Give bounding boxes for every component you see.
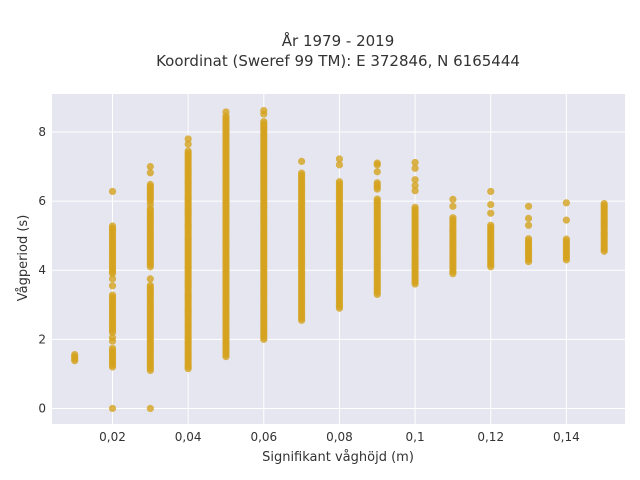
data-point (373, 159, 381, 167)
data-point (108, 222, 117, 230)
data-point (146, 169, 154, 177)
data-point (373, 179, 381, 187)
chart-title-line2: Koordinat (Sweref 99 TM): E 372846, N 61… (156, 52, 520, 70)
x-tick-label: 0,04 (175, 430, 202, 444)
x-tick-label: 0,02 (99, 430, 126, 444)
data-point (146, 275, 154, 283)
data-point (524, 202, 533, 210)
data-point (335, 161, 344, 169)
data-point (411, 158, 419, 167)
data-point (298, 169, 306, 177)
data-point (373, 168, 381, 176)
data-point (562, 199, 570, 207)
data-point (562, 216, 570, 224)
chart-title-line1: År 1979 - 2019 (282, 31, 395, 50)
y-axis-label: Vågperiod (s) (16, 215, 31, 302)
data-point (487, 200, 495, 209)
data-point (71, 350, 79, 359)
y-tick-label: 6 (38, 194, 46, 208)
data-point (411, 203, 419, 211)
data-point (411, 176, 419, 184)
data-point (562, 235, 570, 243)
data-point (108, 282, 117, 290)
data-point (600, 199, 608, 208)
data-point (184, 147, 192, 155)
x-tick-label: 0,1 (406, 430, 425, 444)
data-point (184, 140, 192, 148)
data-point (146, 162, 154, 171)
data-point (487, 187, 495, 196)
data-point (335, 178, 344, 186)
data-point (146, 180, 154, 189)
data-point (524, 221, 533, 229)
data-point (411, 187, 419, 195)
data-point (335, 155, 344, 163)
data-point (449, 202, 457, 210)
y-tick-label: 0 (38, 401, 46, 415)
x-tick-label: 0,12 (477, 430, 504, 444)
data-point (411, 181, 419, 190)
data-point (449, 214, 457, 222)
data-point (146, 281, 154, 290)
data-point (108, 275, 117, 283)
data-point (487, 221, 495, 229)
data-point (146, 200, 154, 209)
data-point (146, 404, 154, 413)
y-tick-label: 4 (38, 263, 46, 277)
data-point (260, 106, 268, 115)
data-point (108, 187, 117, 196)
data-point (108, 344, 117, 352)
data-point (108, 291, 117, 299)
tick-labels: 0,02 0,04 0,06 0,08 0,1 0,12 0,14 0 2 4 6 8 (38, 125, 579, 444)
x-tick-label: 0,08 (326, 430, 353, 444)
data-point (449, 195, 457, 203)
x-tick-label: 0,14 (553, 430, 580, 444)
data-points (71, 106, 608, 413)
x-axis-label: Signifikant våghöjd (m) (262, 450, 414, 465)
x-tick-label: 0,06 (250, 430, 277, 444)
y-tick-label: 2 (38, 332, 46, 346)
data-point (524, 214, 533, 222)
data-point (184, 135, 192, 143)
data-point (487, 209, 495, 217)
data-point (373, 195, 381, 203)
data-point (260, 118, 268, 126)
data-point (298, 157, 306, 165)
data-point (411, 164, 419, 172)
data-point (108, 404, 117, 413)
data-point (108, 334, 117, 342)
y-tick-label: 8 (38, 125, 46, 139)
data-point (524, 235, 533, 243)
data-point (222, 108, 230, 116)
